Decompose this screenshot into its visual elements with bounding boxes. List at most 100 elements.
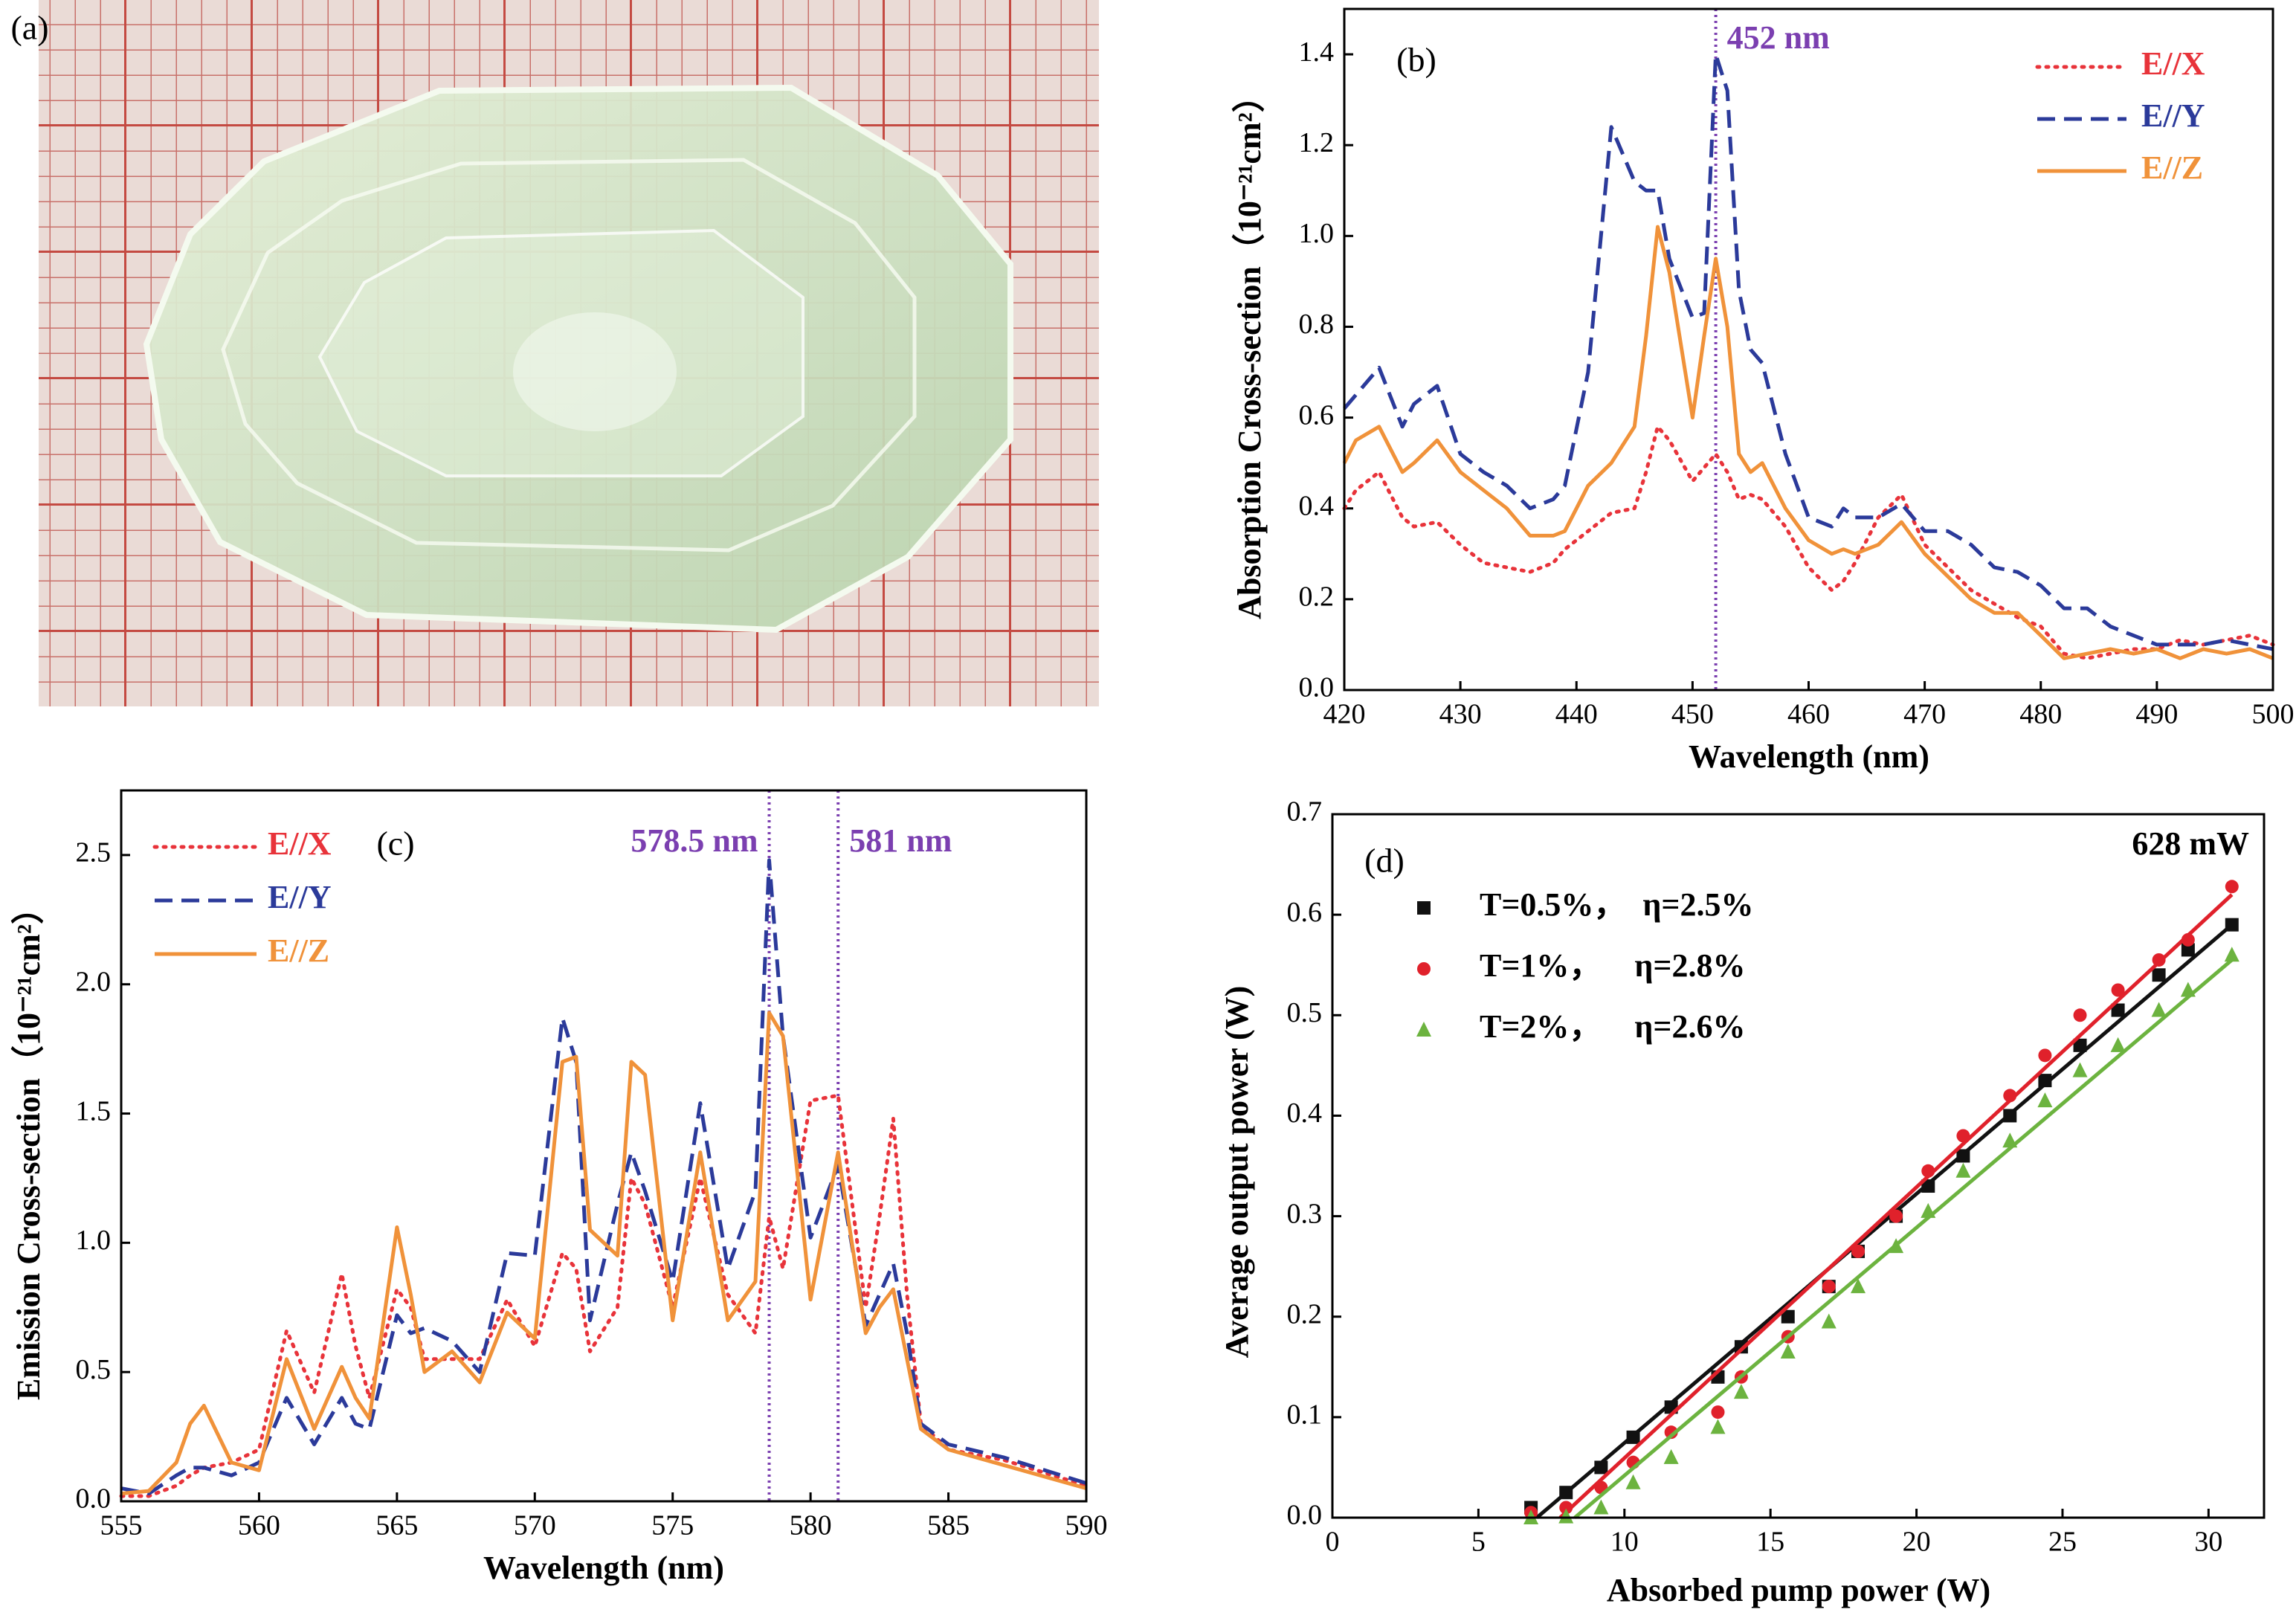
annotation-label: 581 nm [849, 822, 952, 859]
point [1559, 1486, 1573, 1500]
x-tick-label: 25 [2048, 1527, 2077, 1558]
legend-label: E//Z [2141, 149, 2203, 186]
x-tick-label: 555 [100, 1510, 143, 1541]
point [1889, 1209, 1903, 1223]
point [1955, 1162, 1971, 1178]
point [2073, 1038, 2087, 1052]
point [2151, 1002, 2167, 1017]
point [2152, 953, 2166, 967]
x-tick-label: 420 [1323, 699, 1366, 730]
point [2038, 1074, 2052, 1088]
point [2180, 982, 2196, 997]
x-tick-label: 565 [375, 1510, 418, 1541]
point [1558, 1508, 1574, 1524]
x-axis-label: Wavelength (nm) [483, 1550, 724, 1586]
x-tick-label: 580 [790, 1510, 832, 1541]
y-axis-label: Emission Cross-section（10⁻²¹cm²） [10, 892, 47, 1400]
x-tick-label: 10 [1610, 1527, 1639, 1558]
y-tick-label: 0.6 [1287, 897, 1323, 928]
point [2110, 1037, 2126, 1052]
y-tick-label: 0.4 [1299, 490, 1335, 521]
point [2181, 943, 2195, 957]
legend-label: E//X [2141, 45, 2205, 82]
y-tick-label: 0.2 [1287, 1298, 1323, 1330]
point [1780, 1344, 1796, 1359]
y-tick-label: 1.2 [1299, 127, 1335, 158]
x-tick-label: 460 [1787, 699, 1830, 730]
fit-line [1558, 893, 2234, 1519]
annotation-label: 452 nm [1727, 19, 1830, 56]
x-axis-label: Absorbed pump power (W) [1607, 1572, 1990, 1608]
plot-frame [1331, 813, 2266, 1519]
point [1921, 1179, 1935, 1193]
point [2225, 880, 2239, 894]
point [1851, 1244, 1866, 1258]
legend-label: E//X [268, 825, 332, 862]
y-tick-label: 0.4 [1287, 1098, 1323, 1129]
x-tick-label: 0 [1326, 1527, 1340, 1558]
y-axis-label: Average output power (W) [1219, 986, 1255, 1359]
x-tick-label: 450 [1671, 699, 1714, 730]
x-tick-label: 570 [514, 1510, 556, 1541]
point [2224, 947, 2239, 962]
x-tick-label: 585 [927, 1510, 970, 1541]
legend-swatch [1417, 962, 1431, 976]
y-tick-label: 0.7 [1287, 796, 1323, 828]
y-tick-label: 0.5 [1287, 997, 1323, 1028]
x-tick-label: 560 [238, 1510, 280, 1541]
point [2003, 1109, 2017, 1123]
point [1821, 1313, 1837, 1329]
legend-label: T=0.5%， η=2.5% [1480, 886, 1753, 923]
point [1921, 1164, 1935, 1178]
point [2073, 1008, 2087, 1022]
y-tick-label: 0.0 [76, 1483, 112, 1515]
legend-label: E//Z [268, 932, 329, 969]
point [2111, 1003, 2125, 1017]
x-axis-label: Wavelength (nm) [1689, 738, 1929, 775]
x-tick-label: 440 [1555, 699, 1598, 730]
point [2037, 1092, 2053, 1108]
point [1663, 1448, 1679, 1464]
y-tick-label: 1.0 [1299, 218, 1335, 249]
panel-label: (a) [10, 9, 48, 47]
point [1822, 1280, 1836, 1294]
y-tick-label: 0.1 [1287, 1399, 1323, 1431]
point [1889, 1238, 1904, 1254]
fit-line [1535, 923, 2234, 1519]
y-tick-label: 0.8 [1299, 309, 1335, 340]
y-tick-label: 2.0 [76, 966, 112, 997]
point [1711, 1405, 1725, 1419]
x-tick-label: 575 [651, 1510, 694, 1541]
point [2111, 983, 2125, 997]
y-tick-label: 1.5 [76, 1095, 112, 1127]
point [2225, 918, 2239, 932]
point [1593, 1499, 1609, 1515]
point [2072, 1062, 2088, 1077]
photo [39, 0, 1099, 706]
point [1781, 1309, 1795, 1324]
legend-swatch [1416, 1022, 1431, 1037]
x-tick-label: 15 [1756, 1527, 1784, 1558]
y-tick-label: 0.2 [1299, 581, 1335, 613]
panel-label: (d) [1364, 842, 1405, 880]
x-tick-label: 470 [1903, 699, 1946, 730]
x-tick-label: 480 [2019, 699, 2062, 730]
point [1710, 1419, 1726, 1434]
y-tick-label: 0.0 [1299, 672, 1335, 703]
x-tick-label: 30 [2194, 1527, 2222, 1558]
series-line [119, 1093, 1089, 1498]
y-tick-label: 1.0 [76, 1225, 112, 1256]
y-axis-label: Absorption Cross-section（10⁻²¹cm²） [1231, 80, 1268, 619]
x-tick-label: 500 [2252, 699, 2295, 730]
legend-label: T=2%， η=2.6% [1480, 1008, 1745, 1045]
point [2003, 1089, 2017, 1103]
point [1921, 1202, 1936, 1218]
series-line [1342, 225, 2274, 660]
legend-label: E//Y [268, 879, 332, 915]
series-line [120, 858, 1087, 1496]
plot-frame [1343, 7, 2274, 692]
point [1851, 1278, 1866, 1294]
point [2002, 1132, 2018, 1148]
crystal-core [513, 312, 677, 431]
